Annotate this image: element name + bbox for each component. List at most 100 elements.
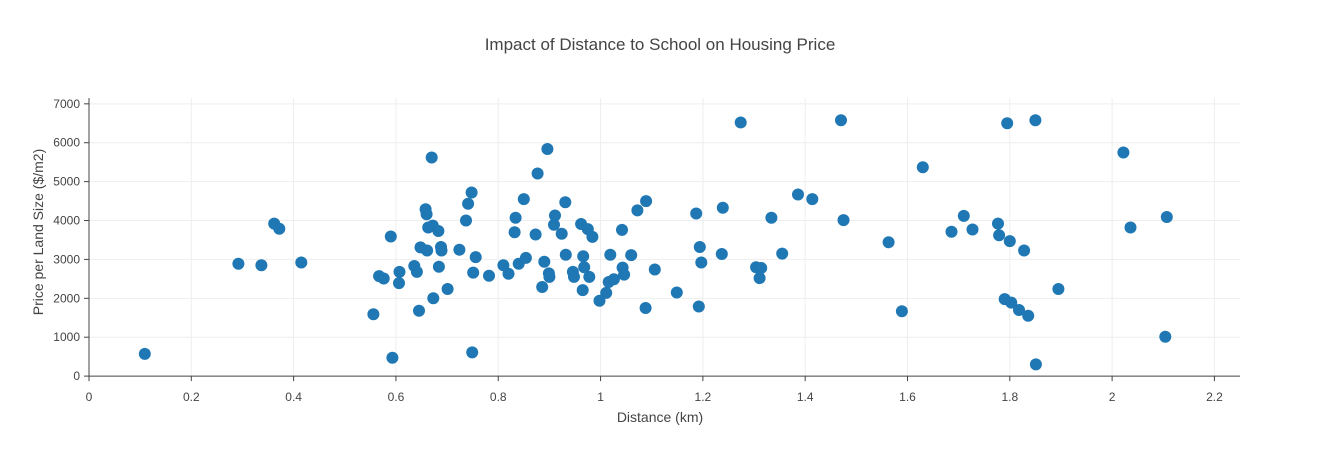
data-point[interactable] (616, 223, 628, 236)
data-point[interactable] (692, 300, 705, 313)
data-point[interactable] (427, 292, 440, 305)
data-point[interactable] (639, 302, 652, 314)
data-point[interactable] (295, 256, 308, 269)
data-point[interactable] (895, 305, 908, 318)
data-point[interactable] (578, 261, 591, 274)
data-point[interactable] (538, 255, 551, 268)
data-point[interactable] (509, 211, 522, 224)
data-point[interactable] (543, 270, 556, 283)
data-point[interactable] (465, 186, 478, 199)
data-point[interactable] (377, 272, 390, 285)
data-point[interactable] (413, 304, 425, 317)
data-point[interactable] (1117, 146, 1130, 159)
data-point[interactable] (695, 256, 708, 269)
data-point[interactable] (432, 260, 445, 273)
data-point[interactable] (517, 193, 530, 206)
data-point[interactable] (1005, 296, 1018, 309)
data-point[interactable] (559, 196, 572, 209)
data-point[interactable] (806, 193, 819, 206)
data-point[interactable] (625, 249, 638, 262)
data-point[interactable] (384, 230, 397, 243)
data-point[interactable] (1003, 235, 1016, 248)
data-point[interactable] (776, 247, 789, 260)
data-point[interactable] (519, 251, 532, 264)
data-point[interactable] (618, 268, 631, 281)
data-point[interactable] (435, 244, 448, 257)
data-point[interactable] (425, 151, 438, 164)
data-point[interactable] (453, 243, 466, 256)
data-point[interactable] (600, 286, 613, 299)
data-point[interactable] (640, 195, 653, 208)
data-point[interactable] (1013, 304, 1025, 316)
data-point[interactable] (386, 351, 399, 364)
data-point[interactable] (1124, 221, 1137, 234)
data-point[interactable] (232, 257, 245, 270)
data-point[interactable] (460, 214, 472, 227)
data-point[interactable] (273, 222, 286, 235)
data-point[interactable] (945, 225, 958, 238)
data-point[interactable] (138, 347, 151, 360)
data-point[interactable] (469, 251, 482, 264)
data-point[interactable] (1159, 330, 1172, 343)
data-point[interactable] (957, 209, 970, 222)
y-axis-ticks: 0 1000 2000 3000 4000 5000 6000 7000 (53, 97, 89, 383)
data-point[interactable] (1029, 114, 1042, 127)
data-point[interactable] (593, 294, 606, 307)
data-point[interactable] (648, 263, 661, 276)
data-point[interactable] (586, 230, 599, 243)
data-point[interactable] (755, 262, 768, 274)
data-point[interactable] (393, 265, 406, 278)
data-point[interactable] (716, 201, 729, 214)
data-point[interactable] (792, 188, 804, 201)
data-point[interactable] (420, 208, 433, 221)
data-point[interactable] (690, 207, 703, 220)
data-point[interactable] (577, 250, 590, 263)
data-point[interactable] (255, 259, 268, 272)
data-point[interactable] (604, 248, 617, 261)
data-point[interactable] (993, 229, 1006, 242)
data-point[interactable] (734, 116, 747, 129)
data-point[interactable] (466, 346, 479, 359)
data-point[interactable] (1029, 358, 1042, 371)
data-point[interactable] (441, 283, 454, 295)
data-point[interactable] (693, 241, 706, 253)
data-point[interactable] (555, 227, 568, 240)
data-point[interactable] (837, 214, 850, 227)
data-point[interactable] (882, 236, 895, 249)
data-point[interactable] (559, 248, 572, 261)
data-point[interactable] (715, 248, 728, 260)
data-point[interactable] (1001, 117, 1014, 130)
data-point[interactable] (410, 265, 423, 278)
data-point[interactable] (462, 197, 475, 210)
data-point[interactable] (483, 269, 495, 282)
data-point[interactable] (576, 284, 589, 297)
data-point[interactable] (670, 286, 683, 299)
data-point[interactable] (1160, 211, 1173, 223)
data-point[interactable] (367, 308, 380, 321)
data-point[interactable] (765, 211, 778, 224)
data-point[interactable] (835, 114, 847, 127)
data-point[interactable] (916, 161, 929, 174)
data-point[interactable] (1052, 283, 1065, 295)
data-point[interactable] (568, 270, 580, 283)
data-point[interactable] (421, 244, 434, 257)
data-point[interactable] (631, 204, 644, 217)
data-point[interactable] (607, 273, 620, 286)
data-point[interactable] (992, 217, 1004, 230)
data-point[interactable] (1022, 309, 1035, 322)
data-point[interactable] (393, 277, 405, 290)
data-point[interactable] (502, 267, 515, 280)
data-point[interactable] (583, 270, 596, 283)
data-point[interactable] (531, 167, 544, 180)
data-point[interactable] (432, 225, 445, 237)
data-point[interactable] (548, 218, 560, 231)
data-point[interactable] (966, 223, 979, 236)
data-point[interactable] (549, 209, 561, 222)
data-point[interactable] (529, 228, 542, 241)
data-point[interactable] (1018, 244, 1031, 257)
data-point[interactable] (541, 143, 554, 155)
data-point[interactable] (536, 281, 549, 293)
data-point[interactable] (467, 266, 480, 279)
data-point[interactable] (508, 226, 521, 239)
data-point[interactable] (753, 272, 766, 285)
